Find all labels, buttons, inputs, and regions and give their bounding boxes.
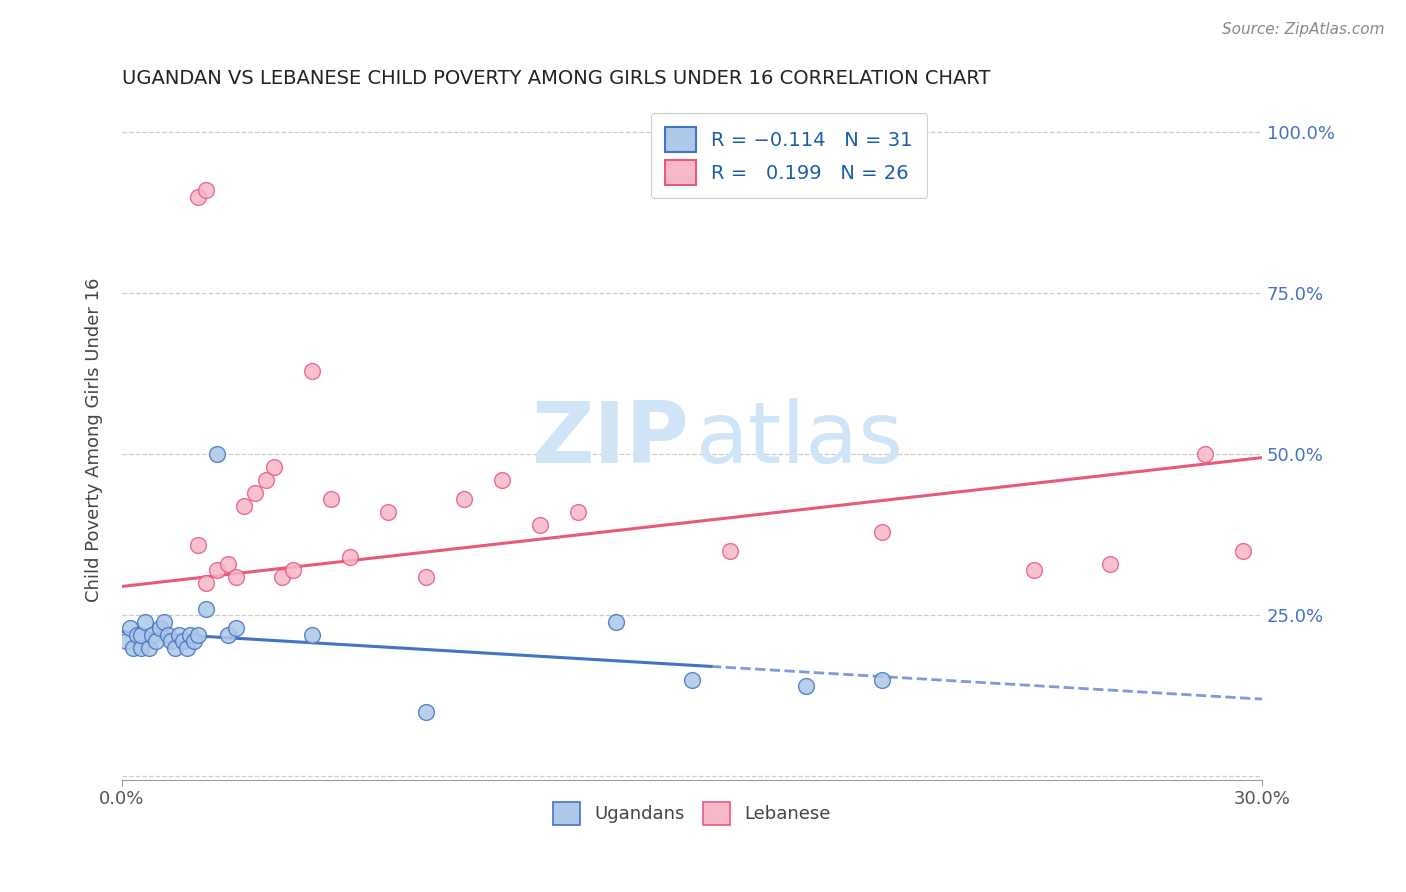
Point: [225, 621, 247, 635]
Point: [145, 634, 167, 648]
Point: [243, 486, 266, 500]
Point: [115, 634, 138, 648]
Text: atlas: atlas: [696, 399, 904, 482]
Point: [681, 673, 703, 687]
Point: [138, 640, 160, 655]
Point: [205, 447, 228, 461]
Point: [134, 615, 156, 629]
Point: [187, 537, 209, 551]
Point: [156, 628, 179, 642]
Point: [183, 634, 205, 648]
Point: [194, 183, 217, 197]
Point: [870, 673, 893, 687]
Point: [225, 570, 247, 584]
Point: [794, 679, 817, 693]
Y-axis label: Child Poverty Among Girls Under 16: Child Poverty Among Girls Under 16: [86, 277, 103, 602]
Point: [263, 460, 285, 475]
Point: [1232, 544, 1254, 558]
Point: [172, 634, 194, 648]
Point: [127, 628, 149, 642]
Point: [1194, 447, 1216, 461]
Point: [1098, 557, 1121, 571]
Point: [122, 640, 145, 655]
Text: Source: ZipAtlas.com: Source: ZipAtlas.com: [1222, 22, 1385, 37]
Point: [567, 505, 589, 519]
Point: [377, 505, 399, 519]
Point: [529, 518, 551, 533]
Point: [870, 524, 893, 539]
Point: [165, 640, 187, 655]
Legend: Ugandans, Lebanese: Ugandans, Lebanese: [546, 796, 838, 831]
Text: UGANDAN VS LEBANESE CHILD POVERTY AMONG GIRLS UNDER 16 CORRELATION CHART: UGANDAN VS LEBANESE CHILD POVERTY AMONG …: [122, 69, 991, 87]
Point: [301, 364, 323, 378]
Point: [270, 570, 292, 584]
Point: [217, 557, 239, 571]
Point: [149, 621, 172, 635]
Point: [153, 615, 176, 629]
Point: [605, 615, 627, 629]
Point: [176, 640, 198, 655]
Point: [491, 473, 513, 487]
Text: ZIP: ZIP: [531, 399, 689, 482]
Point: [301, 628, 323, 642]
Point: [205, 563, 228, 577]
Point: [319, 492, 342, 507]
Point: [254, 473, 277, 487]
Point: [160, 634, 183, 648]
Point: [339, 550, 361, 565]
Point: [118, 621, 141, 635]
Point: [1022, 563, 1045, 577]
Point: [194, 602, 217, 616]
Point: [167, 628, 190, 642]
Point: [187, 190, 209, 204]
Point: [718, 544, 741, 558]
Point: [217, 628, 239, 642]
Point: [179, 628, 201, 642]
Point: [194, 576, 217, 591]
Point: [129, 640, 152, 655]
Point: [453, 492, 475, 507]
Point: [415, 705, 437, 719]
Point: [281, 563, 304, 577]
Point: [232, 499, 254, 513]
Point: [415, 570, 437, 584]
Point: [129, 628, 152, 642]
Point: [187, 628, 209, 642]
Point: [141, 628, 163, 642]
